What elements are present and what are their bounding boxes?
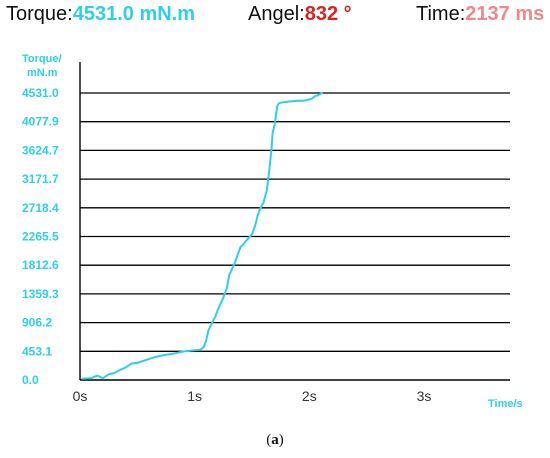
- x-tick-labels: 0s 1s 2s 3s: [73, 388, 432, 404]
- y-tick-label: 3171.7: [22, 172, 59, 186]
- figure-caption: (a): [0, 432, 550, 449]
- x-tick-label: 3s: [417, 388, 432, 404]
- y-axis-label-line-1: Torque/: [22, 53, 62, 65]
- angle-value: 832 °: [304, 3, 352, 25]
- y-tick-label: 1359.3: [22, 287, 59, 301]
- y-tick-label: 4531.0: [22, 86, 59, 100]
- x-tick-label: 0s: [73, 388, 88, 404]
- torque-chart: 0.0 453.1 906.2 1359.3 1812.6 2265.5 2718.4 317…: [22, 53, 523, 410]
- axes: [79, 62, 510, 381]
- y-tick-label: 3624.7: [22, 143, 59, 157]
- series-line: [81, 92, 323, 380]
- time-label: Time:: [416, 3, 466, 25]
- y-tick-label: 2718.4: [22, 201, 59, 215]
- series-lines: [81, 92, 323, 380]
- y-axis-label-line-2: mN.m: [27, 67, 58, 79]
- y-tick-label: 906.2: [22, 316, 52, 330]
- angle-label: Angel:: [248, 3, 305, 25]
- grid-lines: [80, 92, 510, 352]
- caption-close: ): [278, 432, 284, 448]
- caption-letter: a: [271, 432, 279, 448]
- y-tick-labels: 0.0 453.1 906.2 1359.3 1812.6 2265.5 2718.4 317…: [22, 86, 59, 387]
- x-tick-label: 1s: [187, 388, 202, 404]
- y-tick-label: 4077.9: [22, 115, 59, 129]
- time-value: 2137 ms: [465, 3, 545, 25]
- x-tick-label: 2s: [302, 388, 317, 404]
- y-tick-label: 0.0: [22, 373, 39, 387]
- y-tick-label: 2265.5: [22, 230, 59, 244]
- x-axis-label: Time/s: [488, 398, 523, 410]
- torque-readout: Torque:4531.0 mN.m: [6, 3, 195, 26]
- torque-value: 4531.0 mN.m: [72, 3, 196, 25]
- y-tick-label: 1812.6: [22, 258, 59, 272]
- torque-label: Torque:: [6, 3, 73, 25]
- caption-open: (: [266, 432, 272, 448]
- y-tick-label: 453.1: [22, 344, 52, 358]
- time-readout: Time:2137 ms: [416, 3, 544, 26]
- angle-readout: Angel:832 °: [248, 3, 352, 26]
